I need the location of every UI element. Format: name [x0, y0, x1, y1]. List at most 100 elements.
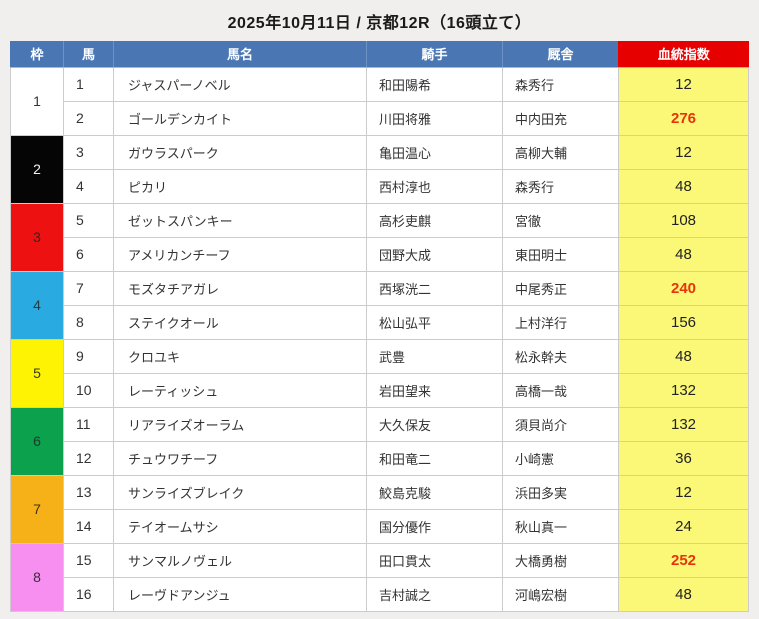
pedigree-index-cell: 240	[618, 270, 749, 306]
column-header-number: 馬	[63, 41, 114, 68]
jockey-cell: 川田将雅	[366, 100, 503, 136]
pedigree-index-cell: 24	[618, 508, 749, 544]
table-row: 1 1 ジャスパーノベル 和田陽希 森秀行 12	[10, 66, 749, 136]
pedigree-index-cell: 276	[618, 100, 749, 136]
column-header-stable: 厩舎	[502, 41, 619, 68]
horse-name-cell: ピカリ	[113, 168, 367, 204]
horse-name-cell: チュウワチーフ	[113, 440, 367, 476]
jockey-cell: 松山弘平	[366, 304, 503, 340]
table-row: 10 レーティッシュ 岩田望来 高橋一哉 132	[11, 372, 749, 408]
horse-number-cell: 4	[63, 168, 114, 204]
jockey-cell: 団野大成	[366, 236, 503, 272]
jockey-cell: 亀田温心	[366, 134, 503, 170]
horse-number-cell: 6	[63, 236, 114, 272]
horse-name-cell: アメリカンチーフ	[113, 236, 367, 272]
horse-number-cell: 1	[63, 66, 114, 102]
table-row: 7 13 サンライズブレイク 鮫島克駿 浜田多実 12	[10, 474, 749, 544]
horse-number-cell: 10	[63, 372, 114, 408]
table-row: 2 ゴールデンカイト 川田将雅 中内田充 276	[11, 100, 749, 136]
pedigree-index-cell: 156	[618, 304, 749, 340]
horse-number-cell: 7	[63, 270, 114, 306]
table-row: 8 15 サンマルノヴェル 田口貫太 大橋勇樹 252	[10, 542, 749, 612]
table-row: 4 ピカリ 西村淳也 森秀行 48	[11, 168, 749, 204]
horse-name-cell: レーヴドアンジュ	[113, 576, 367, 612]
horse-number-cell: 2	[63, 100, 114, 136]
horse-number-cell: 8	[63, 304, 114, 340]
stable-cell: 上村洋行	[502, 304, 619, 340]
horse-number-cell: 3	[63, 134, 114, 170]
stable-cell: 浜田多実	[502, 474, 619, 510]
horse-name-cell: テイオームサシ	[113, 508, 367, 544]
horse-number-cell: 12	[63, 440, 114, 476]
pedigree-index-cell: 12	[618, 66, 749, 102]
frame-cell: 6	[10, 406, 64, 476]
frame-cell: 7	[10, 474, 64, 544]
stable-cell: 秋山真一	[502, 508, 619, 544]
stable-cell: 高柳大輔	[502, 134, 619, 170]
table-row: 12 チュウワチーフ 和田竜二 小崎憲 36	[11, 440, 749, 476]
stable-cell: 松永幹夫	[502, 338, 619, 374]
stable-cell: 高橋一哉	[502, 372, 619, 408]
stable-cell: 大橋勇樹	[502, 542, 619, 578]
jockey-cell: 鮫島克駿	[366, 474, 503, 510]
jockey-cell: 吉村誠之	[366, 576, 503, 612]
table-row: 6 11 リアライズオーラム 大久保友 須貝尚介 132	[10, 406, 749, 476]
table-row: 2 3 ガウラスパーク 亀田温心 高柳大輔 12	[10, 134, 749, 204]
pedigree-index-cell: 48	[618, 338, 749, 374]
stable-cell: 森秀行	[502, 168, 619, 204]
horse-name-cell: ゼットスパンキー	[113, 202, 367, 238]
stable-cell: 河嶋宏樹	[502, 576, 619, 612]
pedigree-index-cell: 252	[618, 542, 749, 578]
horse-name-cell: ガウラスパーク	[113, 134, 367, 170]
jockey-cell: 岩田望来	[366, 372, 503, 408]
table-row: 5 9 クロユキ 武豊 松永幹夫 48	[10, 338, 749, 408]
horse-number-cell: 11	[63, 406, 114, 442]
frame-cell: 3	[10, 202, 64, 272]
jockey-cell: 和田竜二	[366, 440, 503, 476]
horse-name-cell: クロユキ	[113, 338, 367, 374]
table-row: 14 テイオームサシ 国分優作 秋山真一 24	[11, 508, 749, 544]
stable-cell: 中内田充	[502, 100, 619, 136]
stable-cell: 宮徹	[502, 202, 619, 238]
frame-cell: 5	[10, 338, 64, 408]
horse-number-cell: 15	[63, 542, 114, 578]
jockey-cell: 和田陽希	[366, 66, 503, 102]
pedigree-index-cell: 36	[618, 440, 749, 476]
jockey-cell: 西村淳也	[366, 168, 503, 204]
horse-name-cell: サンライズブレイク	[113, 474, 367, 510]
horse-name-cell: ステイクオール	[113, 304, 367, 340]
stable-cell: 東田明士	[502, 236, 619, 272]
jockey-cell: 武豊	[366, 338, 503, 374]
column-header-jockey: 騎手	[366, 41, 503, 68]
frame-cell: 8	[10, 542, 64, 612]
horse-number-cell: 16	[63, 576, 114, 612]
pedigree-index-cell: 48	[618, 168, 749, 204]
horse-number-cell: 14	[63, 508, 114, 544]
horse-number-cell: 13	[63, 474, 114, 510]
frame-cell: 4	[10, 270, 64, 340]
horse-number-cell: 9	[63, 338, 114, 374]
frame-cell: 2	[10, 134, 64, 204]
horse-name-cell: モズタチアガレ	[113, 270, 367, 306]
stable-cell: 小崎憲	[502, 440, 619, 476]
jockey-cell: 国分優作	[366, 508, 503, 544]
table-header-row: 枠 馬 馬名 騎手 厩舎 血統指数	[10, 41, 749, 68]
table-row: 6 アメリカンチーフ 団野大成 東田明士 48	[11, 236, 749, 272]
table-row: 8 ステイクオール 松山弘平 上村洋行 156	[11, 304, 749, 340]
pedigree-index-cell: 12	[618, 134, 749, 170]
horse-name-cell: ジャスパーノベル	[113, 66, 367, 102]
page-title: 2025年10月11日 / 京都12R（16頭立て）	[227, 15, 532, 32]
pedigree-index-cell: 48	[618, 236, 749, 272]
pedigree-index-cell: 132	[618, 406, 749, 442]
column-header-name: 馬名	[113, 41, 367, 68]
stable-cell: 森秀行	[502, 66, 619, 102]
column-header-pedigree-index: 血統指数	[618, 41, 749, 68]
jockey-cell: 西塚洸二	[366, 270, 503, 306]
pedigree-index-cell: 108	[618, 202, 749, 238]
stable-cell: 須貝尚介	[502, 406, 619, 442]
horse-name-cell: サンマルノヴェル	[113, 542, 367, 578]
horse-number-cell: 5	[63, 202, 114, 238]
pedigree-index-cell: 132	[618, 372, 749, 408]
race-entries-table: 枠 馬 馬名 騎手 厩舎 血統指数 1 1 ジャスパーノベル 和田陽希 森秀行 12 2 ゴー…	[10, 41, 749, 612]
jockey-cell: 高杉吏麒	[366, 202, 503, 238]
